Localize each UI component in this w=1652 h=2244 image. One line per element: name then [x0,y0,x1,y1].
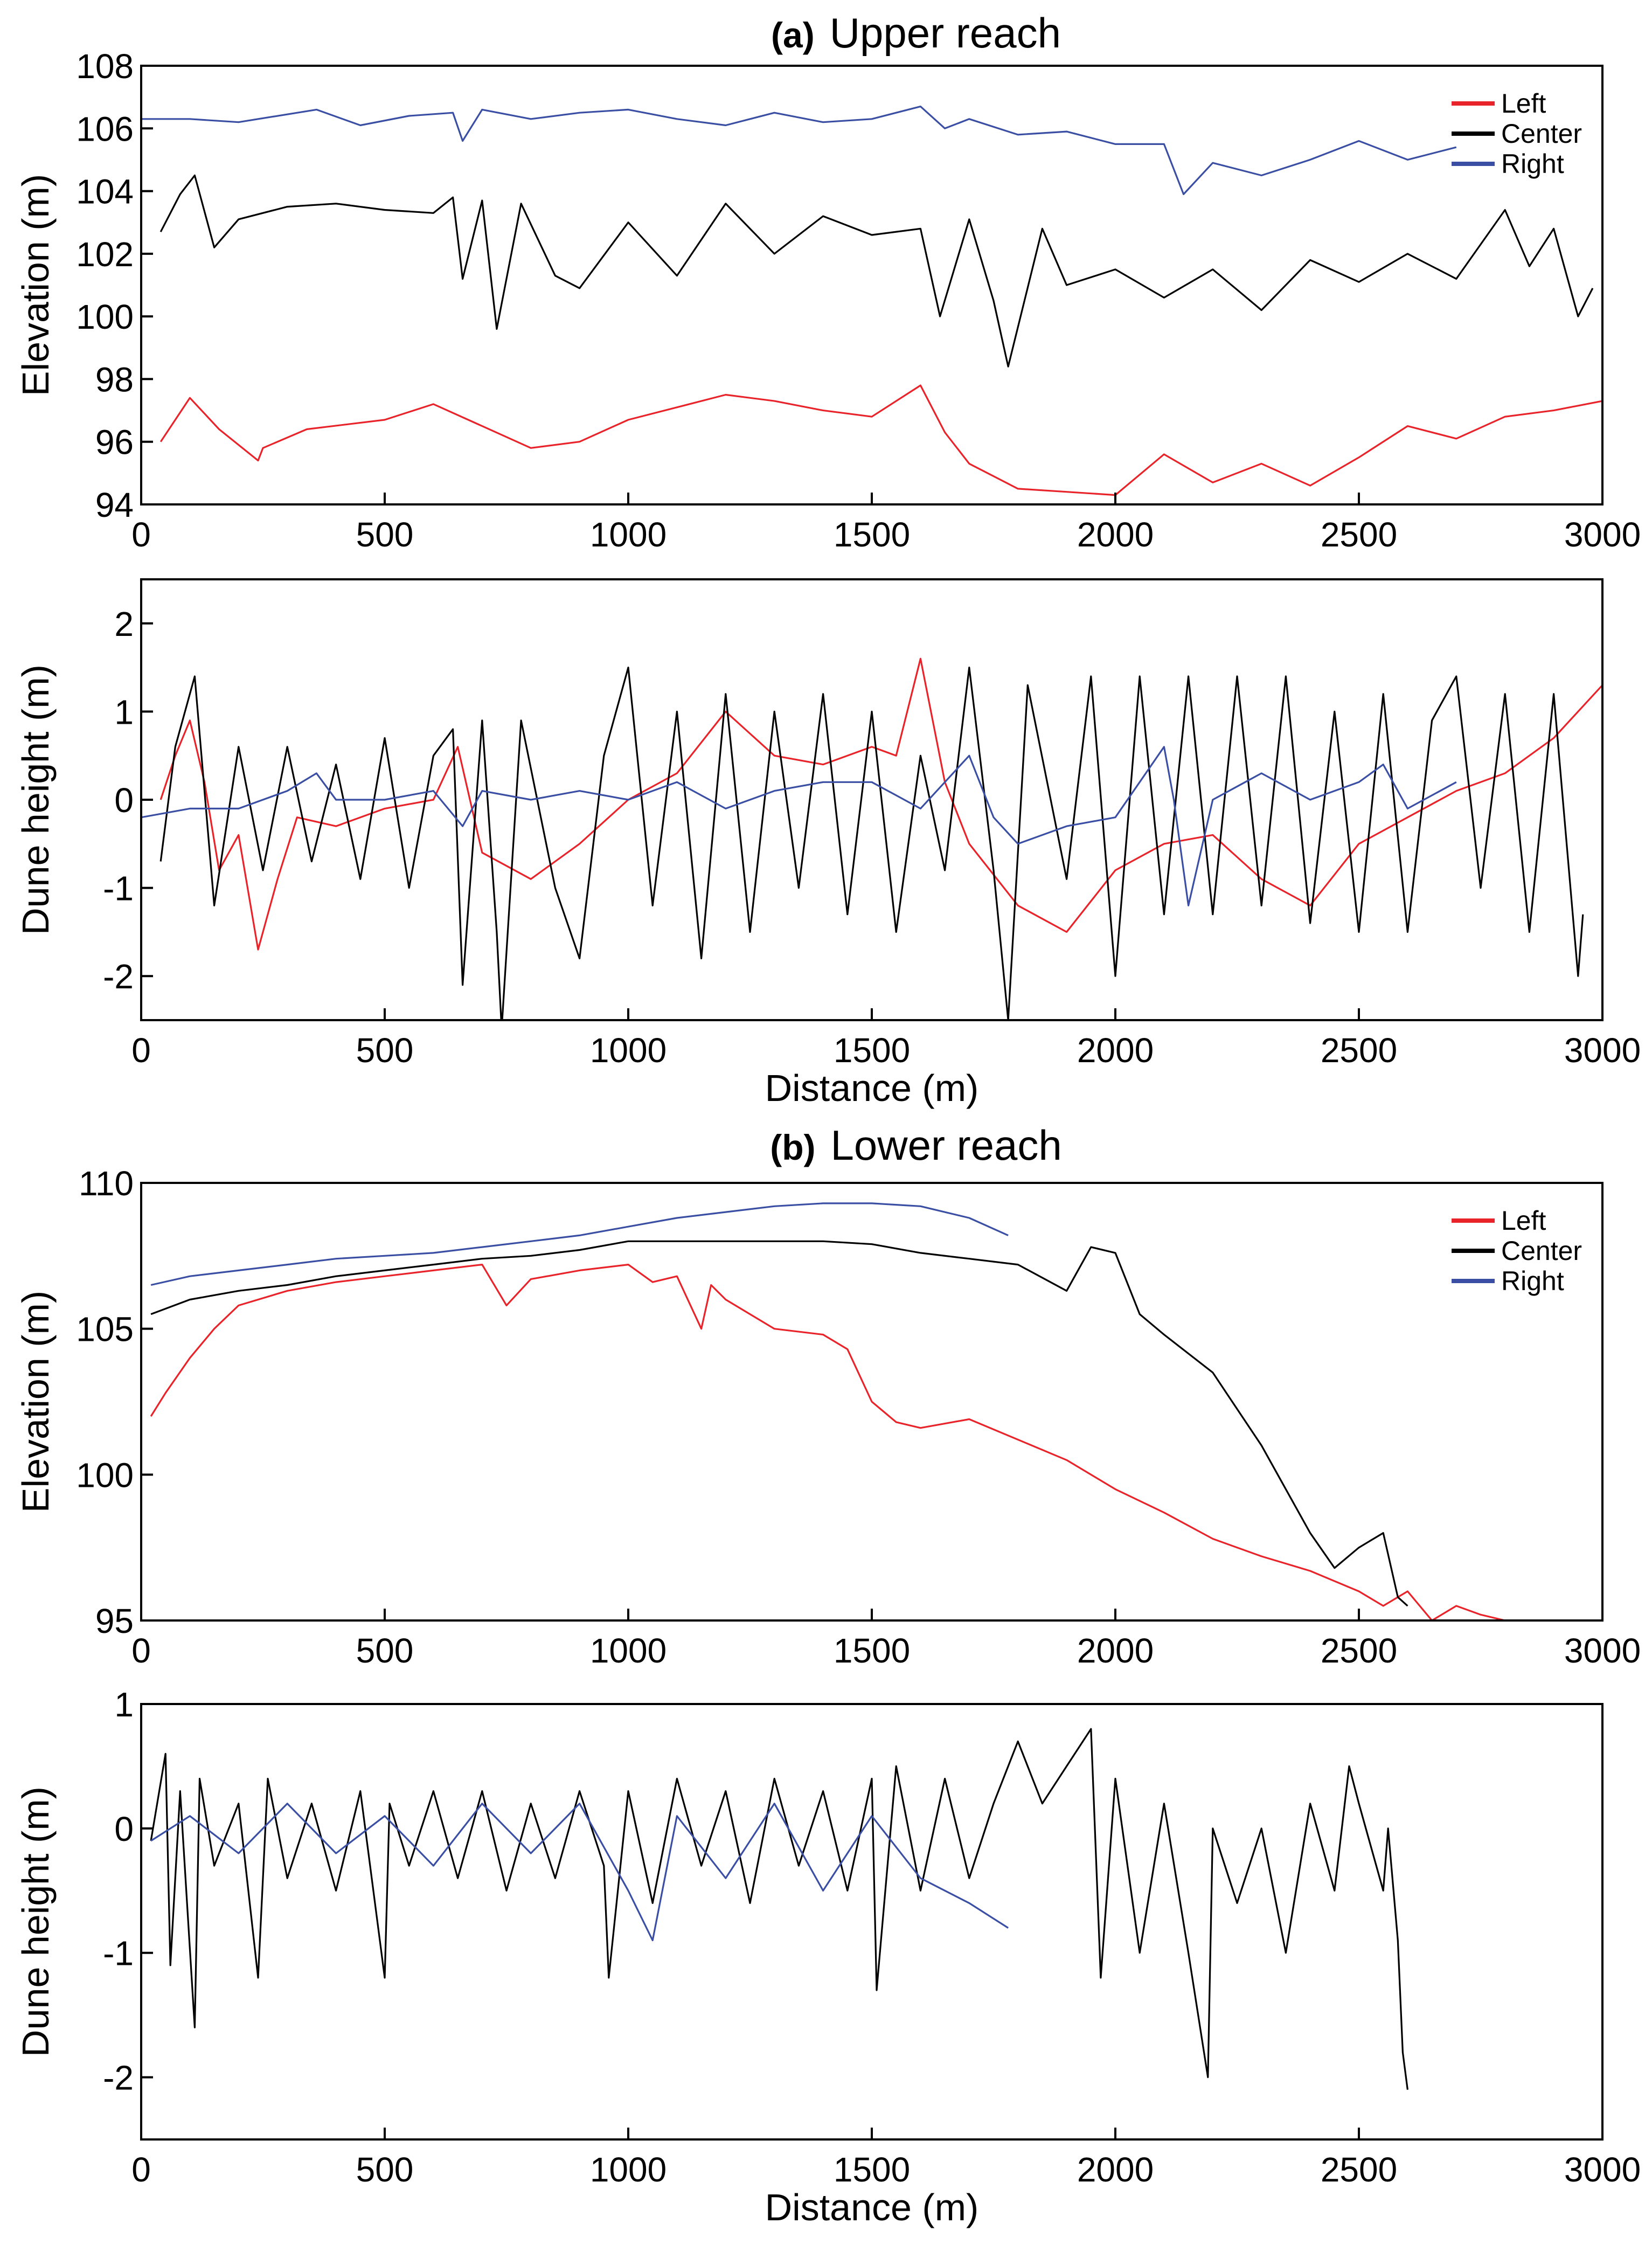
p0-x-tick-label: 1500 [834,515,910,554]
p1-x-tick-label: 3000 [1564,1031,1641,1070]
p3-x-axis-label: Distance (m) [765,2186,979,2228]
p2-y-tick-label: 95 [95,1602,134,1640]
p1-y-tick-label: -1 [103,869,134,908]
p2-series-left-line [150,1264,1505,1620]
p0-plot-frame [140,65,1604,505]
p3-series-center-line [150,1728,1408,2090]
p3-y-axis-label: Dune height (m) [15,1786,57,2057]
p3-x-tick-label: 1000 [590,2150,667,2189]
p2-x-tick-label: 1500 [834,1631,910,1670]
p1-series-right-line [141,746,1457,906]
p1-y-tick-label: -2 [103,957,134,996]
lower-elevation-panel: 0 500 1000 1500 2000 2500 3000 95 100 105 110 Eleva… [15,1164,1641,1670]
p3-y-tick-label: 1 [114,1685,134,1724]
p2-legend-label-right: Right [1501,1266,1564,1296]
p3-x-tick-label: 2500 [1321,2150,1397,2189]
p0-x-tick-label: 0 [131,515,151,554]
p0-series-center-line [159,174,1594,368]
p2-x-tick-label: 1000 [590,1631,667,1670]
p1-x-tick-label: 2000 [1077,1031,1154,1070]
p0-x-tick-label: 2500 [1321,515,1397,554]
p0-y-tick-label: 94 [95,486,134,524]
p1-x-tick-label: 2500 [1321,1031,1397,1070]
p3-plot-frame [140,1703,1604,2141]
p2-legend-label-center: Center [1501,1236,1582,1266]
p0-legend-label-right: Right [1501,149,1564,179]
p2-y-axis-label: Elevation (m) [15,1291,57,1513]
panel-b-title: (b) Lower reach [770,1121,1062,1169]
p0-y-tick-label: 108 [76,47,134,86]
p3-y-tick-label: 0 [114,1810,134,1848]
p1-y-axis-label: Dune height (m) [15,664,57,935]
p1-y-tick-label: 2 [114,605,134,643]
p2-x-tick-label: 2500 [1321,1631,1397,1670]
p0-x-tick-label: 1000 [590,515,667,554]
p2-y-tick-label: 110 [79,1164,134,1203]
p3-x-tick-label: 500 [356,2150,414,2189]
p2-y-tick-label: 100 [76,1456,134,1494]
p2-x-tick-label: 0 [131,1631,151,1670]
p3-x-tick-label: 2000 [1077,2150,1154,2189]
p0-y-tick-label: 106 [76,109,134,148]
p2-series-right-line [150,1202,1009,1286]
p0-legend-label-left: Left [1501,88,1546,119]
p3-y-tick-label: -2 [103,2059,134,2097]
p2-y-tick-label: 105 [76,1310,134,1349]
p2-x-tick-label: 500 [356,1631,414,1670]
p2-x-tick-label: 3000 [1564,1631,1641,1670]
panel-b-title-text: Lower reach [831,1121,1062,1169]
p0-y-axis-label: Elevation (m) [15,174,57,396]
p0-y-tick-label: 96 [95,423,134,462]
panel-a-title-text: Upper reach [830,9,1061,57]
p0-series-right-line [141,106,1457,195]
p1-x-tick-label: 1000 [590,1031,667,1070]
p1-x-tick-label: 500 [356,1031,414,1070]
upper-elevation-panel: 0 500 1000 1500 2000 2500 3000 94 96 98 100 102 104 1… [15,47,1641,554]
p2-x-tick-label: 2000 [1077,1631,1154,1670]
p3-x-tick-label: 3000 [1564,2150,1641,2189]
p0-y-tick-label: 100 [76,297,134,336]
panel-a-title: (a) Upper reach [771,9,1061,57]
p2-series-center-line [150,1240,1408,1607]
p2-legend-label-left: Left [1501,1206,1546,1236]
p1-series-center-line [159,666,1584,1020]
p3-y-tick-label: -1 [103,1934,134,1973]
p0-x-tick-label: 500 [356,515,414,554]
p1-series-left-line [159,657,1602,951]
p0-series-left-line [159,384,1602,496]
p0-y-tick-label: 98 [95,360,134,399]
p1-y-tick-label: 1 [114,692,134,731]
p3-x-tick-label: 0 [131,2150,151,2189]
p3-series-right-line [150,1803,1009,1942]
panel-a-prefix: (a) [771,15,815,55]
p0-y-tick-label: 104 [76,172,134,211]
p0-x-tick-label: 3000 [1564,515,1641,554]
p0-y-tick-label: 102 [76,235,134,274]
p0-legend-label-center: Center [1501,119,1582,149]
p0-x-tick-label: 2000 [1077,515,1154,554]
p3-x-tick-label: 1500 [834,2150,910,2189]
p1-x-axis-label: Distance (m) [765,1067,979,1109]
p1-y-tick-label: 0 [114,781,134,820]
upper-dune-height-panel: 0 500 1000 1500 2000 2500 3000 -2 -1 0 1 2 Dune heig… [15,578,1641,1109]
p1-x-tick-label: 0 [131,1031,151,1070]
p1-x-tick-label: 1500 [834,1031,910,1070]
panel-b-prefix: (b) [770,1127,815,1167]
lower-dune-height-panel: 0 500 1000 1500 2000 2500 3000 -2 -1 0 1 Dune heigh… [15,1685,1641,2228]
